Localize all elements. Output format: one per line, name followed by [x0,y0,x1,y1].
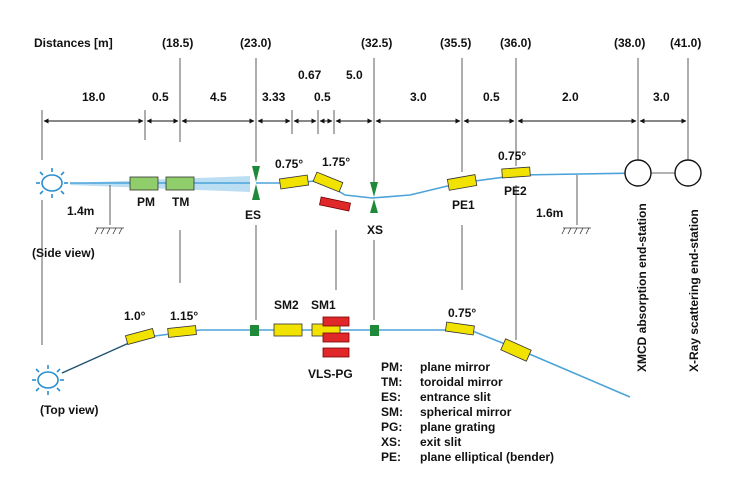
legend-abbr-sm: SM: [381,405,403,419]
es-label: ES [245,208,261,222]
xs-label: XS [367,223,383,237]
segment-5-0: 5.0 [346,68,363,82]
segment-2-0: 2.0 [562,90,579,104]
angle-side-0-75-a: 0.75° [275,157,303,171]
vls-pg-label: VLS-PG [308,367,353,381]
legend-abbr-pe: PE: [381,450,401,464]
segment-18-0: 18.0 [82,90,106,104]
angle-top-1-15: 1.15° [170,309,198,323]
grating-top-upper [322,316,350,327]
sm2-label: SM2 [274,298,299,312]
pe1-top [444,321,475,336]
legend-abbr-es: ES: [381,390,401,404]
source-side-icon [36,168,68,198]
source-top-icon [32,365,64,395]
exit-slit-top [370,325,379,336]
tm-mirror-top [167,325,197,338]
pe1-side [446,174,478,191]
xray-line-1: X-Ray scattering end-station [687,209,701,372]
distances-label: Distances [m] [34,36,113,50]
segment-0-67: 0.67 [298,68,322,82]
xmcd-end-station-label: XMCD absorption end-station [635,203,649,372]
sm1-label: SM1 [311,298,336,312]
pe1-label: PE1 [452,198,475,212]
toroidal-mirror-side [165,176,195,191]
legend-text-pm: plane mirror [420,360,490,374]
angle-top-1-0: 1.0° [124,309,146,323]
position-41-0: (41.0) [670,36,701,50]
side-view-label: (Side view) [32,246,95,260]
legend-text-sm: spherical mirror [420,405,512,419]
segment-0-5-c: 0.5 [483,90,500,104]
pe2-top [500,338,532,362]
view-connectors [41,185,517,345]
angle-side-0-75-b: 0.75° [498,149,526,163]
segment-3-33: 3.33 [262,90,286,104]
height-marker-right [561,175,591,235]
top-view-label: (Top view) [40,403,98,417]
pm-label: PM [137,195,155,209]
position-35-5: (35.5) [440,36,471,50]
pe2-side [501,166,531,179]
exit-slit-side [370,182,378,213]
legend-text-pg: plane grating [420,420,495,434]
position-32-5: (32.5) [361,36,392,50]
plane-mirror-side [129,176,159,191]
legend-abbr-xs: XS: [381,435,401,449]
segment-0-5-b: 0.5 [314,90,331,104]
position-36-0: (36.0) [500,36,531,50]
segment-0-5-a: 0.5 [152,90,169,104]
height-left-label: 1.4m [67,204,94,218]
position-18-5: (18.5) [162,36,193,50]
height-marker-left [94,185,124,235]
grating-top-middle [322,332,350,343]
sm2-top [273,323,303,337]
grating-side [319,196,351,212]
position-23-0: (23.0) [240,36,271,50]
angle-top-0-75: 0.75° [448,306,476,320]
grating-top-lower [322,347,350,358]
xmcd-line-1: XMCD absorption end-station [635,203,649,372]
legend-text-es: entrance slit [420,390,491,404]
tm-label: TM [172,195,189,209]
legend-abbr-pg: PG: [381,420,402,434]
legend-abbr-tm: TM: [381,375,402,389]
position-38-0: (38.0) [614,36,645,50]
segment-3-0-a: 3.0 [410,90,427,104]
legend-text-tm: toroidal mirror [420,375,503,389]
legend-abbr-pm: PM: [381,360,403,374]
xray-scattering-end-station-circle [674,159,702,187]
legend-text-pe: plane elliptical (bender) [420,450,554,464]
entrance-slit-side [252,166,260,200]
pe2-label: PE2 [504,184,527,198]
beam-side [70,172,690,199]
legend: PM: plane mirror TM: toroidal mirror ES:… [381,360,554,464]
legend-text-xs: exit slit [420,435,461,449]
entrance-slit-top [250,325,259,336]
segment-4-5: 4.5 [210,90,227,104]
xmcd-end-station-circle [624,159,652,187]
spherical-mirror-1-side [312,171,344,193]
xray-end-station-label: X-Ray scattering end-station [687,209,701,372]
height-right-label: 1.6m [536,206,563,220]
tick-lines [41,58,689,186]
angle-side-1-75: 1.75° [322,155,350,169]
segment-3-0-b: 3.0 [653,90,670,104]
pm-mirror-top [124,328,156,345]
spherical-mirror-2-side [278,174,310,190]
